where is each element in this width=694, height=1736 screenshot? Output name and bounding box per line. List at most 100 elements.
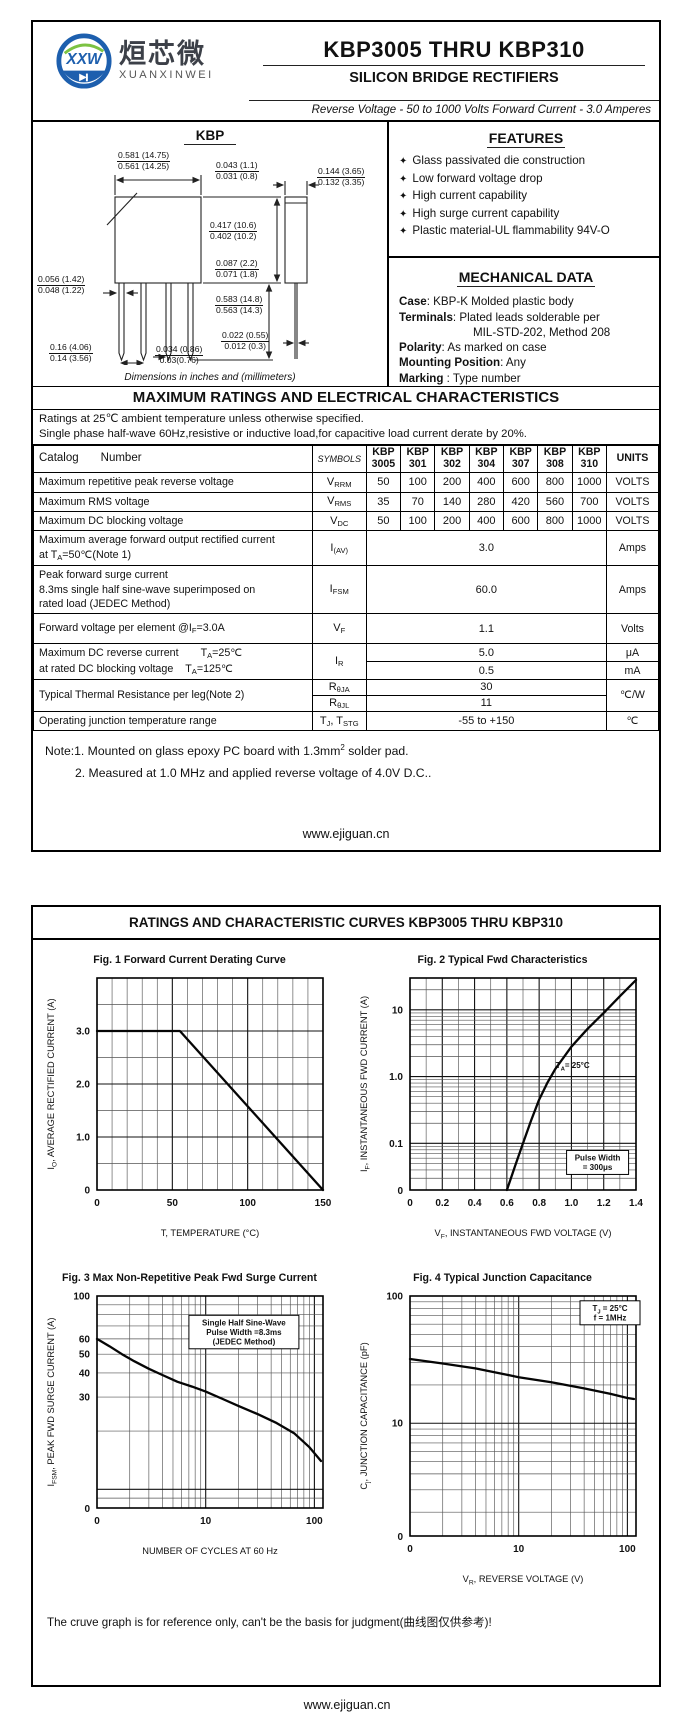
ratings-conditions: Ratings at 25℃ ambient temperature unles…	[33, 410, 659, 446]
mech-line: Case: KBP-K Molded plastic body	[399, 295, 574, 309]
header-col-kbp304: KBP 304	[468, 445, 505, 474]
svg-text:XXW: XXW	[65, 51, 103, 68]
figure-1-title: Fig. 1 Forward Current Derating Curve	[93, 954, 286, 966]
svg-text:VF, INSTANTANEOUS FWD VOLTAGE: VF, INSTANTANEOUS FWD VOLTAGE (V)	[435, 1228, 612, 1241]
svg-text:50: 50	[167, 1198, 179, 1209]
page2-title-bar: RATINGS AND CHARACTERISTIC CURVES KBP300…	[33, 907, 659, 940]
figure-1: Fig. 1 Forward Current Derating Curve 0 5…	[36, 954, 343, 1242]
table-row-ir-2: 0.5 mA	[34, 661, 660, 680]
svg-text:1.0: 1.0	[77, 1133, 91, 1144]
svg-text:10: 10	[201, 1516, 213, 1527]
title-rule	[263, 64, 645, 66]
datasheet-page-1: XXW 烜芯微 XUANXINWEI KBP3005 THRU KBP310 S…	[31, 20, 661, 852]
diamond-bullet-icon: ✦	[399, 226, 408, 237]
header-catalog-number: Catalog Number	[33, 445, 313, 474]
svg-text:10: 10	[514, 1544, 526, 1555]
dim-label-lead-thickness: 0.022 (0.55) 0.012 (0.3)	[221, 330, 270, 351]
diamond-bullet-icon: ✦	[399, 191, 408, 202]
svg-text:1.4: 1.4	[630, 1198, 644, 1209]
datasheet-page-2: RATINGS AND CHARACTERISTIC CURVES KBP300…	[31, 905, 661, 1687]
mech-line: Terminals: Plated leads solderable per	[399, 310, 600, 324]
dim-label-body-height: 0.417 (10.6) 0.402 (10.2)	[209, 220, 258, 241]
ratings-title-bar: MAXIMUM RATINGS AND ELECTRICAL CHARACTER…	[33, 387, 659, 410]
diagram-caption: Dimensions in inches and (millimeters)	[124, 372, 296, 383]
svg-text:0: 0	[85, 1186, 91, 1197]
svg-text:0.4: 0.4	[468, 1198, 482, 1209]
svg-text:TA= 25°C: TA= 25°C	[556, 1061, 590, 1073]
figure-2-chart: TA= 25°C Pulse Width= 300μs 0 0.2 0.4 0.6 0.8 1…	[359, 977, 644, 1241]
svg-text:0: 0	[398, 1532, 404, 1543]
svg-text:0.2: 0.2	[436, 1198, 450, 1209]
table-row-vf: Forward voltage per element @IF=3.0A VF …	[33, 613, 660, 645]
svg-text:Single Half Sine-Wave: Single Half Sine-Wave	[203, 1319, 287, 1328]
svg-text:0.8: 0.8	[533, 1198, 547, 1209]
svg-text:100: 100	[74, 1292, 91, 1303]
svg-text:0: 0	[95, 1198, 101, 1209]
figure-3: Fig. 3 Max Non-Repetitive Peak Fwd Surge…	[36, 1272, 343, 1588]
disclaimer-text: The cruve graph is for reference only, c…	[47, 1616, 492, 1629]
figure-1-chart: 0 50 100 150 0 1.0 2.0 3.0 T, TEMPERATURE (°C) IO…	[46, 977, 332, 1238]
svg-text:30: 30	[79, 1393, 91, 1404]
header-col-kbp301: KBP 301	[400, 445, 436, 474]
header-col-kbp3005: KBP 3005	[365, 445, 402, 474]
mechanical-data-title: MECHANICAL DATA	[456, 268, 596, 287]
svg-text:1.0: 1.0	[565, 1198, 579, 1209]
svg-text:0: 0	[408, 1544, 414, 1555]
table-row-rthja: Typical Thermal Resistance per leg(Note …	[33, 678, 660, 712]
svg-text:100: 100	[387, 1292, 404, 1303]
mech-line: MIL-STD-202, Method 208	[473, 325, 611, 339]
table-row-ifsm: Peak forward surge current 8.3ms single h…	[33, 565, 660, 615]
figure-row-1: Fig. 1 Forward Current Derating Curve 0 5…	[33, 954, 659, 1242]
mech-line: Polarity: As marked on case	[399, 341, 547, 355]
svg-text:3.0: 3.0	[77, 1027, 91, 1038]
svg-text:0: 0	[398, 1186, 404, 1197]
svg-text:NUMBER OF CYCLES AT 60 Hz: NUMBER OF CYCLES AT 60 Hz	[143, 1546, 279, 1556]
svg-text:(JEDEC Method): (JEDEC Method)	[213, 1338, 276, 1347]
svg-text:50: 50	[79, 1350, 91, 1361]
brand-latin: XUANXINWEI	[119, 69, 214, 81]
header: XXW 烜芯微 XUANXINWEI KBP3005 THRU KBP310 S…	[33, 22, 659, 100]
svg-text:Pulse Width =8.3ms: Pulse Width =8.3ms	[207, 1328, 283, 1337]
header-units: UNITS	[605, 445, 660, 474]
header-col-kbp307: KBP 307	[502, 445, 539, 474]
diamond-bullet-icon: ✦	[399, 208, 408, 220]
package-name: KBP	[184, 128, 236, 145]
table-row-vdc: Maximum DC blocking voltage VDC 50 100 200…	[33, 510, 660, 532]
dim-label-lead-length: 0.583 (14.8) 0.563 (14.3)	[215, 294, 264, 315]
right-panel: FEATURES ✦ Glass passivated die construct…	[389, 122, 659, 386]
svg-text:IF, INSTANTANEOUS FWD CURRENT: IF, INSTANTANEOUS FWD CURRENT (A)	[359, 996, 372, 1172]
svg-text:IFSM, PEAK FWD SURGE CURRENT: IFSM, PEAK FWD SURGE CURRENT (A)	[46, 1318, 59, 1487]
diamond-bullet-icon: ✦	[399, 156, 408, 167]
svg-text:Cj, JUNCTION CAPACITANCE (pF): Cj, JUNCTION CAPACITANCE (pF)	[359, 1342, 372, 1489]
svg-text:Pulse Width: Pulse Width	[575, 1154, 621, 1163]
feature-item: ✦ High current capability	[399, 189, 528, 202]
svg-text:10: 10	[392, 1005, 404, 1016]
svg-text:VR, REVERSE VOLTAGE (V): VR, REVERSE VOLTAGE (V)	[463, 1574, 584, 1587]
svg-text:1.2: 1.2	[597, 1198, 611, 1209]
mech-line: Mounting Position: Any	[399, 356, 526, 370]
svg-text:f = 1MHz: f = 1MHz	[594, 1314, 627, 1323]
page1-footer-url: www.ejiguan.cn	[302, 827, 390, 841]
table-row-vrrm: Maximum repetitive peak reverse voltage …	[33, 472, 660, 493]
svg-text:= 300μs: = 300μs	[583, 1163, 613, 1172]
feature-item: ✦ Plastic material-UL flammability 94V-O	[399, 224, 610, 237]
note-2: 2. Measured at 1.0 MHz and applied rever…	[75, 765, 432, 780]
company-logo: XXW 烜芯微 XUANXINWEI	[33, 32, 255, 90]
svg-text:0: 0	[95, 1516, 101, 1527]
diamond-bullet-icon: ✦	[399, 173, 408, 185]
doc-title: KBP3005 THRU KBP310	[323, 36, 585, 62]
svg-text:IO, AVERAGE RECTIFIED CURRENT: IO, AVERAGE RECTIFIED CURRENT (A)	[46, 998, 59, 1169]
title-block: KBP3005 THRU KBP310 SILICON BRIDGE RECTI…	[255, 37, 659, 86]
svg-text:0: 0	[408, 1198, 414, 1209]
table-row-vrms: Maximum RMS voltage VRMS 35 70 140 280 420 56…	[33, 491, 660, 512]
table-row-iav: Maximum average forward output rectified…	[33, 530, 660, 567]
package-drawing-panel: KBP	[33, 122, 389, 386]
figure-2: Fig. 2 Typical Fwd Characteristics TA= 2…	[349, 954, 656, 1242]
figure-3-title: Fig. 3 Max Non-Repetitive Peak Fwd Surge…	[62, 1272, 317, 1284]
svg-text:60: 60	[79, 1334, 91, 1345]
content-columns: KBP	[33, 122, 659, 387]
package-diagram: 0.581 (14.75) 0.561 (14.25) 0.043 (1.1) 0.…	[33, 147, 385, 365]
figure-2-title: Fig. 2 Typical Fwd Characteristics	[417, 954, 588, 966]
dim-label-side-width: 0.144 (3.65) 0.132 (3.35)	[317, 166, 366, 187]
